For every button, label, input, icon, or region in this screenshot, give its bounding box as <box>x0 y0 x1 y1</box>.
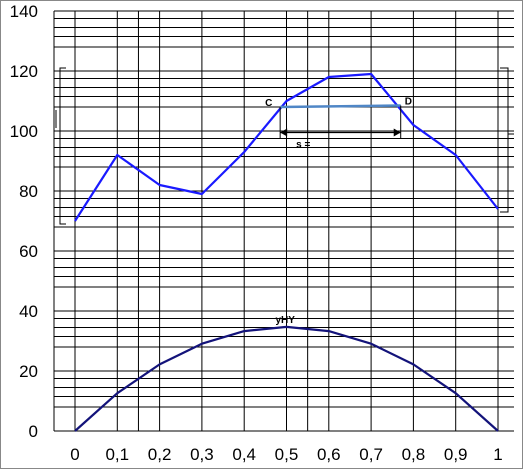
x-tick-label: 0,6 <box>317 445 341 464</box>
label-c: C <box>265 98 272 109</box>
brackets <box>55 67 514 225</box>
left-bracket <box>59 67 66 225</box>
y-tick-label: 20 <box>19 362 38 381</box>
x-tick-label: 0,4 <box>232 445 256 464</box>
y-tick-label: 80 <box>19 182 38 201</box>
x-tick-label: 0 <box>70 445 79 464</box>
arrowhead-left <box>280 128 288 137</box>
x-tick-label: 0,9 <box>444 445 468 464</box>
y-tick-label: 40 <box>19 302 38 321</box>
y-tick-label: 100 <box>10 122 38 141</box>
x-tick-label: 0,7 <box>359 445 383 464</box>
dimension-label: s = <box>296 140 310 151</box>
y-tick-label: 120 <box>10 62 38 81</box>
grid <box>53 10 514 432</box>
x-tick-label: 0,8 <box>402 445 426 464</box>
label-d: D <box>405 97 412 108</box>
peak-label: yHY <box>276 315 296 326</box>
x-tick-label: 0,2 <box>148 445 172 464</box>
x-tick-label: 1 <box>493 445 502 464</box>
x-tick-label: 0,3 <box>190 445 214 464</box>
arrowhead-right <box>393 128 401 137</box>
x-tick-label: 0,1 <box>105 445 129 464</box>
right-bracket <box>500 67 509 213</box>
y-tick-label: 140 <box>10 2 38 21</box>
series <box>74 72 499 432</box>
x-tick-label: 0,5 <box>275 445 299 464</box>
annotations: C Ds = yHY <box>265 97 412 326</box>
y-tick-label: 60 <box>19 242 38 261</box>
tick-labels: 0 20 40 60 80 100 120 140 0 0,1 0,2 0,3 0,4 0,5 0,6 0,7… <box>10 2 503 464</box>
y-tick-label: 0 <box>29 422 38 441</box>
segment-cd <box>280 104 401 109</box>
